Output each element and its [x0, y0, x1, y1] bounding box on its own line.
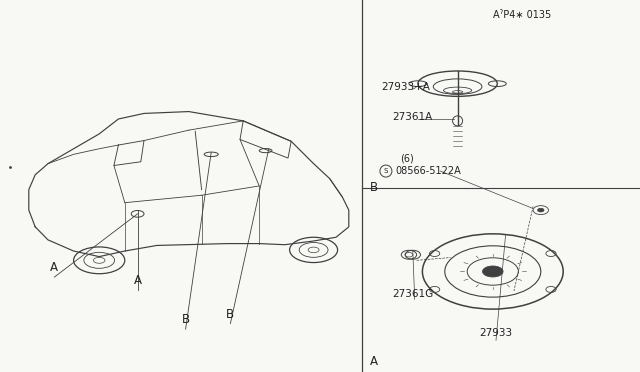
Ellipse shape	[483, 266, 503, 277]
Text: 27361A: 27361A	[392, 112, 433, 122]
Ellipse shape	[259, 148, 272, 153]
Text: 08566-5122A: 08566-5122A	[395, 166, 461, 176]
Ellipse shape	[131, 211, 144, 217]
Ellipse shape	[308, 247, 319, 253]
Ellipse shape	[538, 208, 544, 212]
Ellipse shape	[204, 152, 218, 157]
Text: S: S	[384, 168, 388, 174]
Text: A: A	[134, 274, 141, 287]
Text: B: B	[182, 313, 189, 326]
Ellipse shape	[452, 91, 463, 93]
Text: A: A	[51, 261, 58, 274]
Text: 27361G: 27361G	[392, 289, 433, 299]
Text: 27933: 27933	[479, 328, 513, 338]
Text: 27933+A: 27933+A	[381, 82, 429, 92]
Ellipse shape	[93, 257, 105, 263]
Text: B: B	[370, 182, 378, 195]
Text: AˀP4∗ 0135: AˀP4∗ 0135	[493, 10, 551, 20]
Text: A: A	[370, 355, 378, 368]
Circle shape	[452, 116, 463, 126]
Text: B: B	[227, 308, 234, 321]
Text: (6): (6)	[400, 153, 413, 163]
